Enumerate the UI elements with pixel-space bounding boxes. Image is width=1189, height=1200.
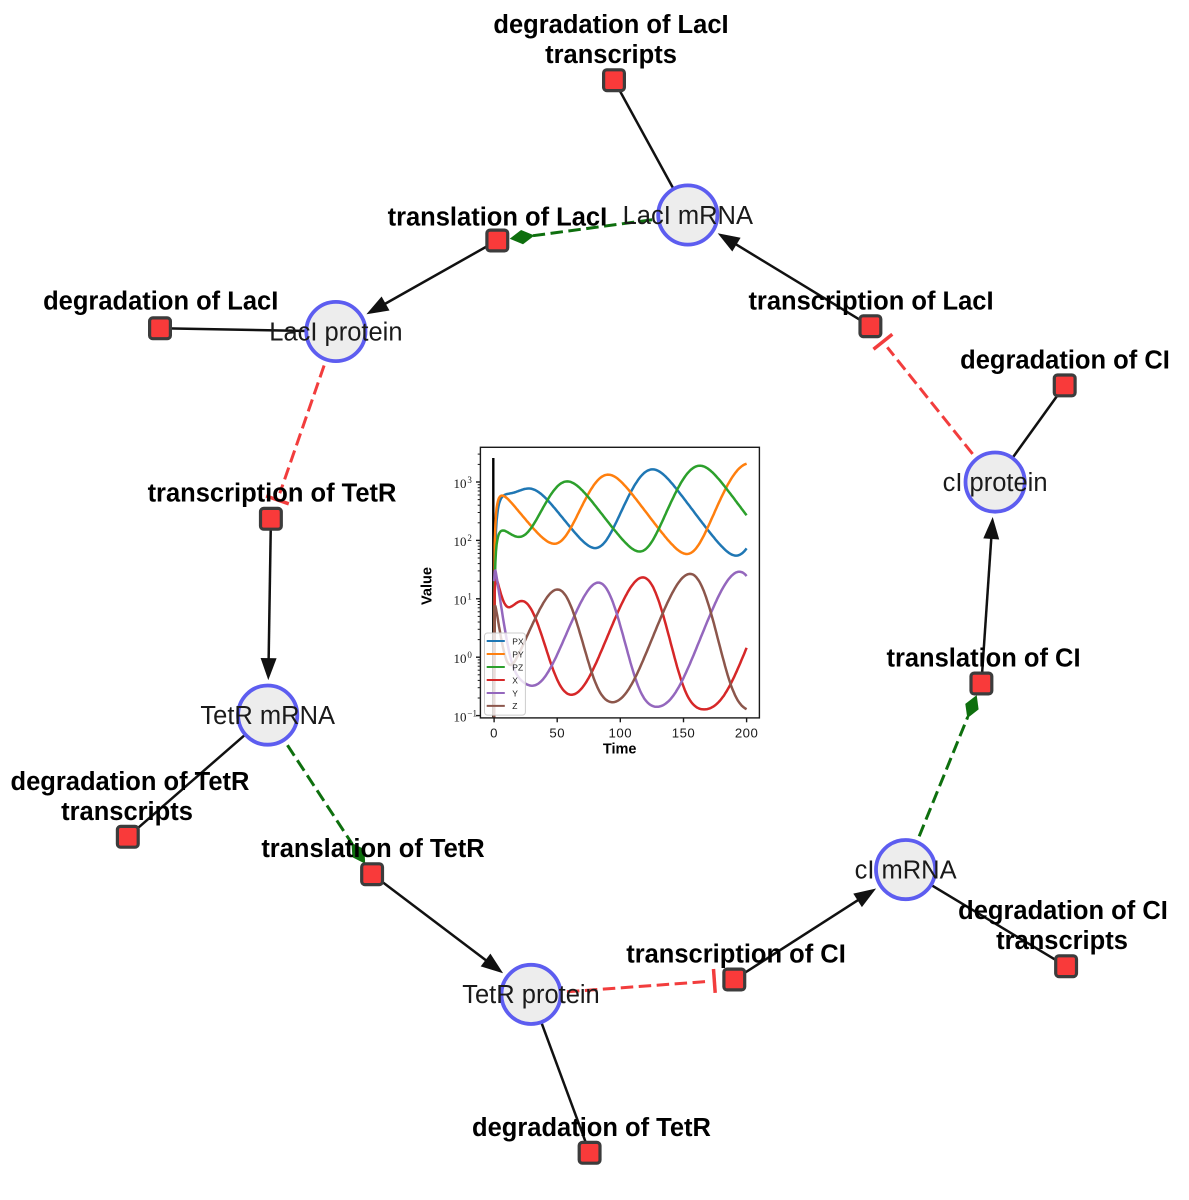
svg-text:10: 10 [454,534,467,549]
svg-text:translation of LacI: translation of LacI [388,203,608,231]
svg-text:degradation of LacI: degradation of LacI [43,288,278,316]
svg-text:2: 2 [467,533,472,543]
svg-text:transcripts: transcripts [61,798,193,826]
svg-text:PX: PX [512,636,524,646]
svg-text:0: 0 [490,725,498,740]
svg-text:translation of TetR: translation of TetR [261,835,484,863]
svg-text:10: 10 [454,593,467,608]
svg-text:degradation of LacI: degradation of LacI [493,11,728,39]
svg-text:0: 0 [467,650,472,660]
svg-text:PY: PY [512,649,524,659]
svg-text:Value: Value [420,567,436,605]
svg-text:LacI mRNA: LacI mRNA [623,202,753,230]
svg-text:100: 100 [609,725,633,740]
svg-text:transcripts: transcripts [545,41,677,69]
svg-text:degradation of CI: degradation of CI [960,346,1170,374]
svg-text:TetR mRNA: TetR mRNA [200,702,335,730]
svg-text:200: 200 [735,725,759,740]
svg-text:150: 150 [672,725,696,740]
svg-text:3: 3 [467,475,472,485]
svg-text:transcription of TetR: transcription of TetR [148,479,397,507]
svg-text:degradation of TetR: degradation of TetR [11,768,250,796]
svg-text:TetR protein: TetR protein [462,981,600,1009]
svg-text:transcription of CI: transcription of CI [626,941,846,969]
svg-text:LacI protein: LacI protein [269,318,402,346]
svg-text:Z: Z [512,701,517,711]
svg-text:X: X [512,675,518,685]
svg-text:−1: −1 [467,708,477,718]
svg-text:transcription of LacI: transcription of LacI [748,287,993,315]
svg-text:degradation of CI: degradation of CI [958,897,1168,925]
svg-text:transcripts: transcripts [996,927,1128,955]
svg-text:translation of CI: translation of CI [886,645,1080,673]
svg-text:PZ: PZ [512,662,523,672]
svg-text:10: 10 [454,651,467,666]
svg-text:cI mRNA: cI mRNA [855,856,957,884]
svg-text:Y: Y [512,688,518,698]
svg-text:Time: Time [603,742,637,758]
svg-text:50: 50 [549,725,565,740]
svg-text:degradation of TetR: degradation of TetR [472,1114,711,1142]
svg-text:10: 10 [454,709,467,724]
svg-text:cI protein: cI protein [943,469,1048,497]
svg-text:1: 1 [467,592,472,602]
svg-text:10: 10 [454,476,467,491]
